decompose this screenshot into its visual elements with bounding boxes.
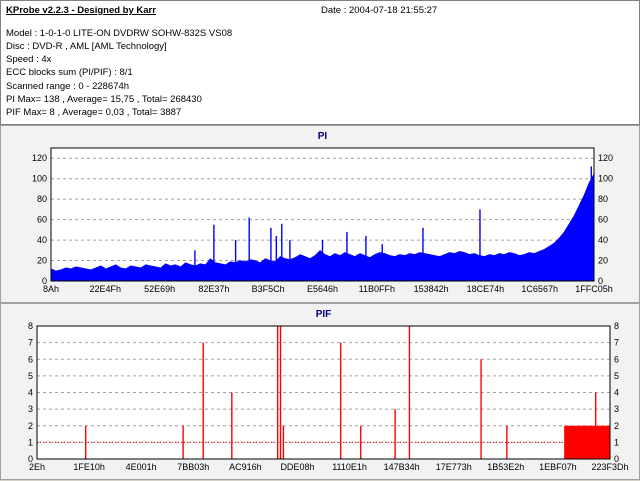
pif-ytick-left: 0 — [28, 454, 33, 464]
pif-ytick-left: 7 — [28, 338, 33, 348]
pif-xtick: 2Eh — [29, 462, 45, 472]
pi-ytick-right: 20 — [598, 256, 608, 266]
pi-ytick-left: 20 — [37, 256, 47, 266]
pif-xtick: 1EBF07h — [539, 462, 577, 472]
pi-xtick: 11B0FFh — [359, 284, 395, 294]
pif-ytick-left: 3 — [28, 404, 33, 414]
info-pif-stats: PIF Max= 8 , Average= 0,03 , Total= 3887 — [6, 107, 182, 118]
pi-ytick-right: 80 — [598, 194, 608, 204]
pif-xtick: 1FE10h — [73, 462, 105, 472]
pi-ytick-left: 120 — [32, 153, 47, 163]
pi-chart: PI 0 0 20 20 40 40 60 60 80 80 100 100 120 120 8Ah 22E4F… — [32, 131, 613, 294]
pi-ytick-left: 80 — [37, 194, 47, 204]
pif-ytick-right: 6 — [614, 354, 619, 364]
pi-plot-frame — [50, 147, 595, 282]
pi-series-area — [50, 173, 595, 282]
pif-xtick: 147B34h — [384, 462, 420, 472]
pi-ytick-left: 100 — [32, 174, 47, 184]
app-title: KProbe v2.2.3 - Designed by Karr — [6, 5, 156, 16]
info-speed: Speed : 4x — [6, 54, 52, 65]
pif-ytick-left: 1 — [28, 437, 33, 447]
pif-plot-area — [36, 325, 611, 460]
pi-xtick: 18CE74h — [467, 284, 505, 294]
pi-xtick: E5646h — [307, 284, 338, 294]
pif-ytick-left: 2 — [28, 421, 33, 431]
pi-xtick: 22E4Fh — [90, 284, 122, 294]
pif-ytick-right: 2 — [614, 421, 619, 431]
pif-ytick-right: 8 — [614, 321, 619, 331]
pif-xtick: 1B53E2h — [487, 462, 524, 472]
pi-xtick: 8Ah — [43, 284, 59, 294]
pif-ytick-right: 0 — [614, 454, 619, 464]
pi-chart-title: PI — [318, 131, 328, 142]
pif-xtick: 223F3Dh — [591, 462, 628, 472]
pi-xtick: 52E69h — [144, 284, 175, 294]
pi-ytick-right: 120 — [598, 153, 613, 163]
pi-ytick-right: 100 — [598, 174, 613, 184]
info-model: Model : 1-0-1-0 LITE-ON DVDRW SOHW-832S … — [6, 28, 233, 39]
scan-date: Date : 2004-07-18 21:55:27 — [321, 5, 438, 16]
pif-chart-title: PIF — [316, 309, 332, 320]
pif-chart: PIF 0 0 1 1 2 2 3 3 4 4 5 5 6 6 7 7 8 8 2Eh 1FE10h 4E001h 7BB0… — [28, 309, 629, 472]
pif-xtick: AC916h — [229, 462, 262, 472]
pif-plot-frame — [36, 325, 611, 460]
pif-ytick-right: 4 — [614, 388, 619, 398]
pif-ytick-right: 3 — [614, 404, 619, 414]
pif-ytick-right: 1 — [614, 437, 619, 447]
pi-chart-panel: PI 0 0 20 20 40 40 60 60 80 80 100 100 120 120 8Ah 22E4F… — [0, 125, 640, 303]
pi-ytick-right: 40 — [598, 235, 608, 245]
info-scanned-range: Scanned range : 0 - 228674h — [6, 81, 130, 92]
pi-ytick-right: 60 — [598, 215, 608, 225]
pif-ytick-left: 8 — [28, 321, 33, 331]
pif-tail-block — [564, 425, 610, 459]
pif-ytick-left: 5 — [28, 371, 33, 381]
pi-xtick: B3F5Ch — [252, 284, 285, 294]
info-panel: KProbe v2.2.3 - Designed by Karr Date : … — [0, 0, 640, 125]
pi-ytick-left: 60 — [37, 215, 47, 225]
pi-ytick-left: 0 — [42, 276, 47, 286]
pif-ytick-left: 6 — [28, 354, 33, 364]
info-disc: Disc : DVD-R , AML [AML Technology] — [6, 41, 167, 52]
pif-xtick: 4E001h — [126, 462, 157, 472]
pif-xtick: 17E773h — [436, 462, 472, 472]
pif-xtick: 7BB03h — [177, 462, 209, 472]
pi-xtick: 1FFC05h — [575, 284, 613, 294]
pif-ytick-left: 4 — [28, 388, 33, 398]
pif-xtick: 1110E1h — [332, 462, 367, 472]
pi-xtick: 1C6567h — [521, 284, 558, 294]
pif-xtick: DDE08h — [280, 462, 314, 472]
info-pi-stats: PI Max= 138 , Average= 15,75 , Total= 26… — [6, 94, 202, 105]
pif-ytick-right: 5 — [614, 371, 619, 381]
pi-xtick: 153842h — [414, 284, 449, 294]
pi-ytick-left: 40 — [37, 235, 47, 245]
pif-ytick-right: 7 — [614, 338, 619, 348]
pif-chart-panel: PIF 0 0 1 1 2 2 3 3 4 4 5 5 6 6 7 7 8 8 2Eh 1FE10h 4E001h 7BB0… — [0, 303, 640, 480]
pi-xtick: 82E37h — [198, 284, 229, 294]
pi-ytick-right: 0 — [598, 276, 603, 286]
info-ecc-blocks: ECC blocks sum (PI/PIF) : 8/1 — [6, 67, 133, 78]
